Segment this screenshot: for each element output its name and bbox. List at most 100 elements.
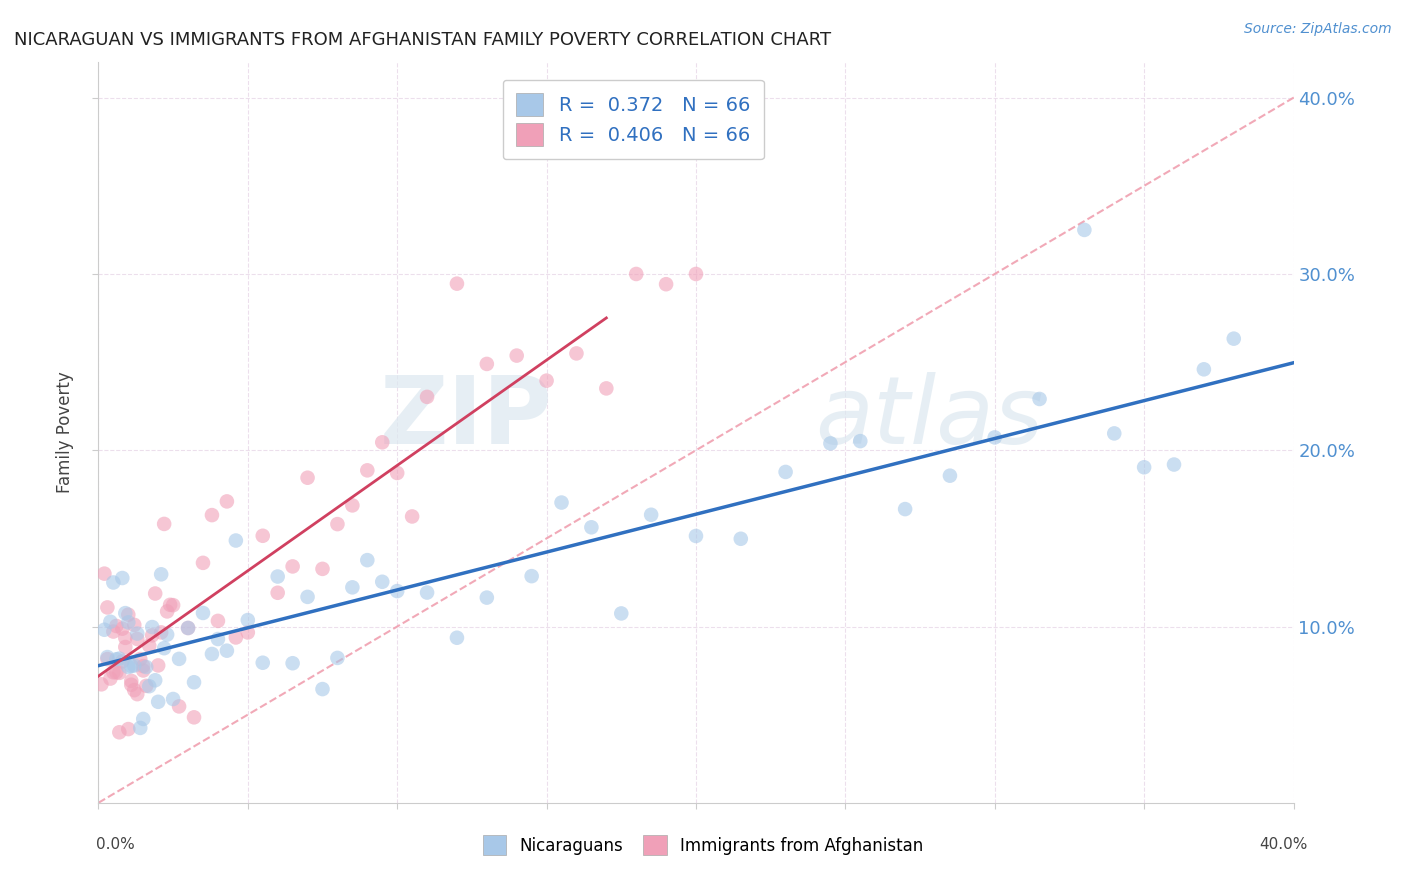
Point	[416, 585, 439, 599]
Point	[385, 584, 409, 599]
Point	[1223, 332, 1246, 346]
Point	[215, 643, 238, 657]
Point	[207, 632, 229, 646]
Point	[446, 277, 468, 291]
Point	[536, 374, 558, 388]
Point	[143, 673, 166, 688]
Point	[626, 267, 648, 281]
Point	[124, 618, 146, 632]
Point	[98, 672, 122, 686]
Point	[177, 621, 200, 635]
Point	[127, 687, 149, 701]
Text: Source: ZipAtlas.com: Source: ZipAtlas.com	[1244, 22, 1392, 37]
Point	[143, 586, 166, 600]
Point	[177, 621, 200, 635]
Point	[108, 651, 131, 665]
Point	[506, 349, 529, 363]
Point	[1192, 362, 1215, 376]
Point	[267, 586, 290, 600]
Point	[141, 620, 163, 634]
Point	[93, 566, 115, 581]
Point	[167, 652, 190, 666]
Point	[201, 647, 224, 661]
Point	[96, 600, 118, 615]
Point	[297, 590, 319, 604]
Point	[401, 509, 423, 524]
Legend: Nicaraguans, Immigrants from Afghanistan: Nicaraguans, Immigrants from Afghanistan	[477, 829, 929, 862]
Point	[215, 494, 238, 508]
Point	[150, 625, 173, 640]
Point	[105, 665, 128, 680]
Point	[849, 434, 872, 449]
Point	[326, 517, 349, 532]
Point	[114, 606, 136, 620]
Point	[984, 430, 1007, 444]
Point	[108, 665, 131, 680]
Point	[820, 436, 842, 450]
Point	[159, 598, 181, 612]
Text: 0.0%: 0.0%	[96, 838, 135, 852]
Point	[385, 466, 409, 480]
Point	[1133, 460, 1156, 475]
Text: 40.0%: 40.0%	[1260, 838, 1308, 852]
Point	[1163, 458, 1185, 472]
Point	[127, 632, 149, 646]
Point	[93, 623, 115, 637]
Point	[111, 654, 134, 668]
Point	[138, 679, 160, 693]
Point	[595, 381, 617, 395]
Point	[141, 628, 163, 642]
Point	[103, 575, 125, 590]
Point	[183, 675, 205, 690]
Point	[96, 652, 118, 666]
Point	[191, 606, 214, 620]
Point	[236, 625, 259, 640]
Point	[610, 607, 633, 621]
Point	[236, 613, 259, 627]
Point	[129, 652, 152, 666]
Point	[730, 532, 752, 546]
Point	[225, 631, 247, 645]
Point	[565, 346, 588, 360]
Point	[138, 639, 160, 653]
Point	[117, 615, 139, 630]
Point	[111, 571, 134, 585]
Point	[183, 710, 205, 724]
Point	[225, 533, 247, 548]
Point	[124, 683, 146, 698]
Point	[103, 665, 125, 680]
Point	[90, 677, 112, 691]
Point	[326, 651, 349, 665]
Point	[135, 679, 157, 693]
Point	[127, 626, 149, 640]
Text: atlas: atlas	[815, 372, 1043, 463]
Point	[939, 468, 962, 483]
Point	[117, 660, 139, 674]
Point	[162, 598, 184, 612]
Point	[685, 529, 707, 543]
Point	[655, 277, 678, 292]
Point	[162, 692, 184, 706]
Point	[96, 650, 118, 665]
Point	[150, 567, 173, 582]
Point	[156, 627, 179, 641]
Point	[148, 658, 170, 673]
Point	[267, 569, 290, 583]
Point	[191, 556, 214, 570]
Point	[167, 699, 190, 714]
Point	[640, 508, 662, 522]
Point	[356, 463, 378, 477]
Point	[105, 652, 128, 666]
Point	[311, 682, 333, 697]
Point	[120, 678, 142, 692]
Point	[475, 591, 498, 605]
Point	[356, 553, 378, 567]
Point	[446, 631, 468, 645]
Point	[685, 267, 707, 281]
Text: ZIP: ZIP	[380, 372, 553, 464]
Point	[98, 615, 122, 629]
Point	[520, 569, 543, 583]
Point	[342, 580, 364, 594]
Point	[117, 607, 139, 622]
Point	[281, 559, 304, 574]
